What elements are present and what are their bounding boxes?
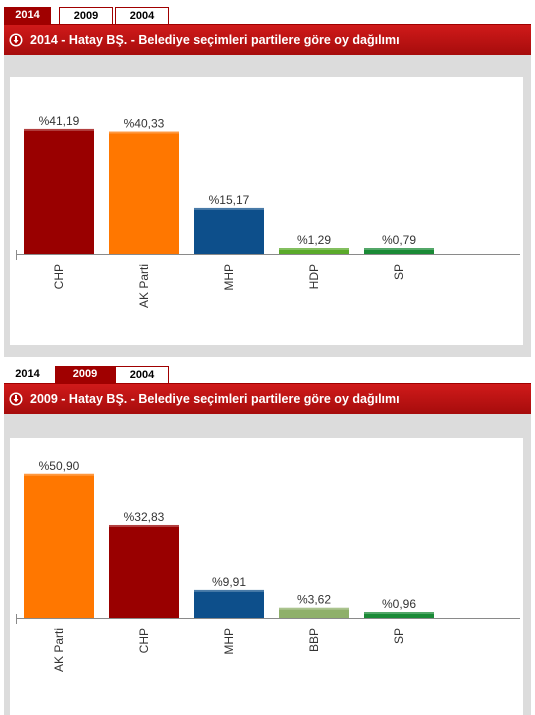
- category-label: AK Parti: [52, 628, 66, 672]
- chart-title: 2014 - Hatay BŞ. - Belediye seçimleri pa…: [30, 33, 400, 47]
- bar-mhp[interactable]: [194, 207, 264, 254]
- bar-highlight: [194, 207, 264, 210]
- bar-chart: %41,19 CHP %40,33 AK Parti %15,17 MHP %1,29 HDP…: [10, 77, 523, 345]
- data-label: %3,62: [297, 593, 331, 607]
- info-down-arrow-icon: [9, 33, 23, 47]
- category-label: SP: [392, 264, 406, 280]
- bar-sp[interactable]: [364, 612, 434, 618]
- data-label: %32,83: [124, 510, 165, 524]
- bar-highlight: [109, 524, 179, 527]
- data-label: %0,79: [382, 233, 416, 247]
- category-label: MHP: [222, 264, 236, 291]
- bar-highlight: [279, 248, 349, 250]
- category-label: MHP: [222, 628, 236, 655]
- bar-ak-parti[interactable]: [24, 473, 94, 618]
- tab-2004[interactable]: 2004: [115, 366, 169, 383]
- tab-2014[interactable]: 2014: [4, 366, 51, 383]
- data-label: %15,17: [209, 193, 250, 207]
- data-label: %9,91: [212, 575, 246, 589]
- tab-divider: [4, 383, 531, 384]
- bar-highlight: [24, 473, 94, 476]
- bar-sp[interactable]: [364, 248, 434, 254]
- bar-ak-parti[interactable]: [109, 131, 179, 254]
- bar-highlight: [364, 612, 434, 614]
- category-label: BBP: [307, 628, 321, 652]
- bar-chp[interactable]: [109, 524, 179, 618]
- category-label: SP: [392, 628, 406, 644]
- bar-hdp[interactable]: [279, 248, 349, 254]
- tab-2009[interactable]: 2009: [55, 366, 115, 383]
- data-label: %40,33: [124, 117, 165, 131]
- bar-highlight: [279, 607, 349, 610]
- bar-mhp[interactable]: [194, 589, 264, 618]
- chart-header: 2014 - Hatay BŞ. - Belediye seçimleri pa…: [4, 25, 531, 55]
- bar-highlight: [24, 128, 94, 131]
- year-tabs: 2014 2009 2004: [4, 366, 531, 384]
- tab-2009[interactable]: 2009: [59, 7, 113, 24]
- tab-divider: [4, 24, 531, 25]
- bar-chp[interactable]: [24, 128, 94, 254]
- data-label: %41,19: [39, 114, 80, 128]
- bar-highlight: [194, 589, 264, 592]
- category-label: CHP: [52, 264, 66, 289]
- chart-header: 2009 - Hatay BŞ. - Belediye seçimleri pa…: [4, 384, 531, 414]
- election-widget-2009: 2014 2009 2004 2009 - Hatay BŞ. - Beledi…: [4, 366, 531, 715]
- bar-highlight: [109, 131, 179, 134]
- category-label: CHP: [137, 628, 151, 653]
- election-widget-2014: 2014 2009 2004 2014 - Hatay BŞ. - Beledi…: [4, 7, 531, 357]
- data-label: %0,96: [382, 597, 416, 611]
- bar-bbp[interactable]: [279, 607, 349, 618]
- category-label: AK Parti: [137, 264, 151, 308]
- data-label: %50,90: [39, 459, 80, 473]
- tab-2004[interactable]: 2004: [115, 7, 169, 24]
- chart-title: 2009 - Hatay BŞ. - Belediye seçimleri pa…: [30, 392, 400, 406]
- chart-panel: %41,19 CHP %40,33 AK Parti %15,17 MHP %1,29 HDP…: [4, 55, 531, 357]
- tab-2014[interactable]: 2014: [4, 7, 51, 24]
- year-tabs: 2014 2009 2004: [4, 7, 531, 25]
- category-label: HDP: [307, 264, 321, 289]
- data-label: %1,29: [297, 233, 331, 247]
- info-down-arrow-icon: [9, 392, 23, 406]
- bar-highlight: [364, 248, 434, 250]
- bar-chart: %50,90 AK Parti %32,83 CHP %9,91 MHP %3,62 BBP%…: [10, 438, 523, 715]
- chart-panel: %50,90 AK Parti %32,83 CHP %9,91 MHP %3,62 BBP%…: [4, 414, 531, 715]
